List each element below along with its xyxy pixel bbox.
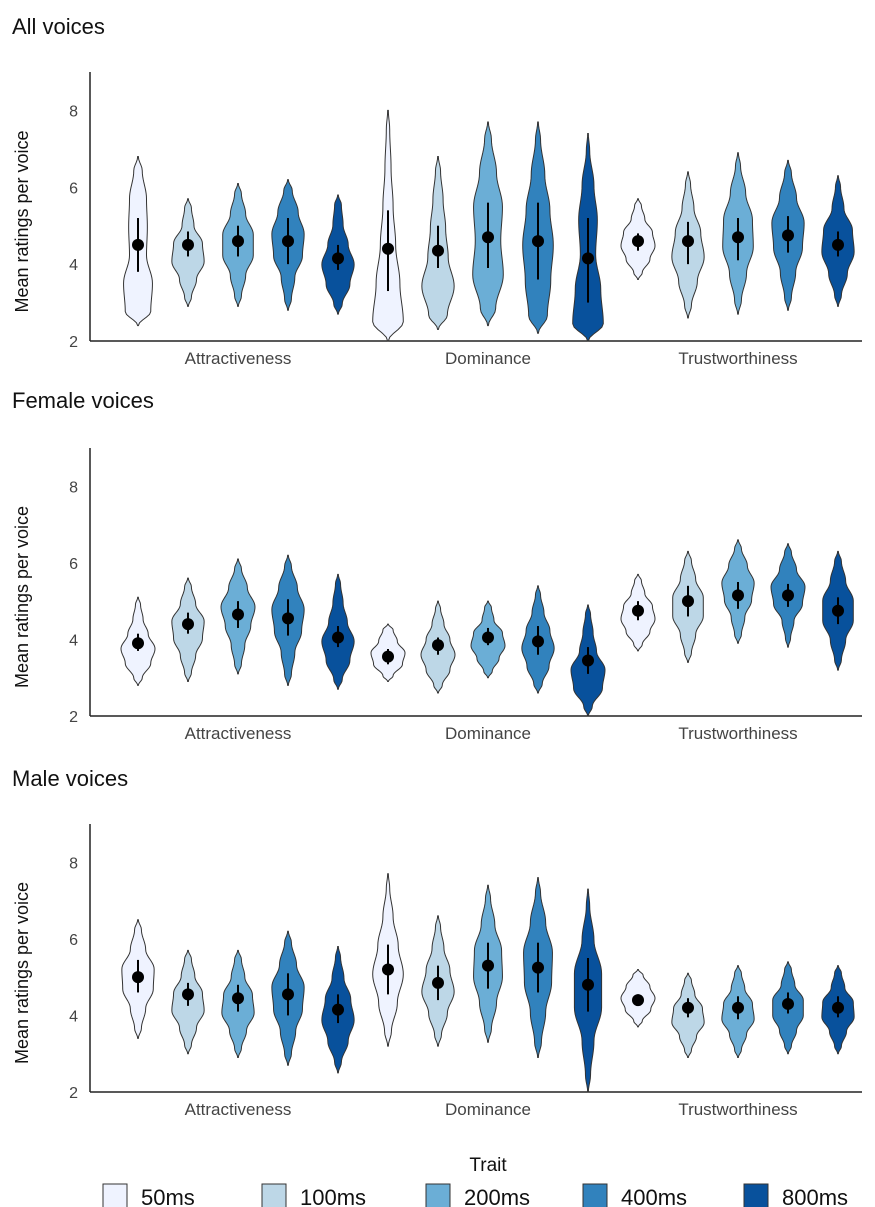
- mean-point: [332, 252, 344, 265]
- mean-point: [382, 650, 394, 663]
- panel-1: Female voices Mean ratings per voice 2 4 6 8 A…: [12, 388, 862, 743]
- mean-point: [532, 235, 544, 248]
- mean-point: [132, 971, 144, 984]
- mean-point: [732, 1001, 744, 1014]
- y-tick-label: 6: [69, 180, 78, 197]
- x-tick-label: Trustworthiness: [678, 724, 797, 743]
- mean-point: [682, 595, 694, 608]
- legend-swatch: [261, 1183, 287, 1207]
- mean-point: [832, 1001, 844, 1014]
- mean-point: [532, 635, 544, 648]
- x-tick-label: Attractiveness: [185, 1100, 292, 1119]
- mean-point: [282, 612, 294, 625]
- mean-point: [132, 238, 144, 251]
- mean-point: [482, 959, 494, 972]
- mean-point: [282, 988, 294, 1001]
- x-tick-label: Dominance: [445, 349, 531, 368]
- mean-point: [182, 988, 194, 1001]
- x-tick-label: Trustworthiness: [678, 1100, 797, 1119]
- mean-point: [432, 976, 444, 989]
- panel-0: All voices Mean ratings per voice 2 4 6 8 Attr…: [12, 14, 862, 368]
- y-tick-label: 4: [69, 1008, 78, 1025]
- legend: Trait 50ms 100ms 200ms 400ms 800ms: [102, 1155, 848, 1207]
- y-tick-label: 2: [69, 1085, 78, 1102]
- mean-point: [432, 244, 444, 257]
- mean-point: [632, 604, 644, 617]
- y-tick-label: 4: [69, 257, 78, 274]
- x-tick-label: Attractiveness: [185, 349, 292, 368]
- y-tick-label: 6: [69, 556, 78, 573]
- mean-point: [682, 1001, 694, 1014]
- legend-label: 50ms: [141, 1185, 195, 1207]
- mean-point: [332, 631, 344, 644]
- mean-point: [782, 229, 794, 242]
- y-tick-label: 8: [69, 479, 78, 496]
- mean-point: [232, 608, 244, 621]
- mean-point: [532, 961, 544, 974]
- mean-point: [232, 235, 244, 248]
- mean-point: [232, 992, 244, 1005]
- mean-point: [482, 231, 494, 244]
- y-tick-label: 6: [69, 932, 78, 949]
- y-tick-label: 8: [69, 855, 78, 872]
- legend-swatch: [102, 1183, 128, 1207]
- mean-point: [832, 238, 844, 251]
- y-axis-label: Mean ratings per voice: [12, 130, 32, 312]
- legend-title: Trait: [469, 1155, 507, 1176]
- legend-label: 400ms: [621, 1185, 687, 1207]
- mean-point: [182, 618, 194, 631]
- legend-label: 800ms: [782, 1185, 848, 1207]
- x-tick-label: Dominance: [445, 1100, 531, 1119]
- mean-point: [382, 242, 394, 255]
- mean-point: [582, 654, 594, 667]
- legend-entry: 100ms: [261, 1183, 366, 1207]
- mean-point: [782, 997, 794, 1010]
- legend-swatch: [743, 1183, 769, 1207]
- mean-point: [732, 589, 744, 602]
- panel-title: Female voices: [12, 388, 154, 413]
- mean-point: [332, 1003, 344, 1016]
- x-tick-label: Attractiveness: [185, 724, 292, 743]
- mean-point: [732, 231, 744, 244]
- y-tick-label: 4: [69, 632, 78, 649]
- legend-entry: 400ms: [582, 1183, 687, 1207]
- x-tick-label: Trustworthiness: [678, 349, 797, 368]
- legend-swatch: [425, 1183, 451, 1207]
- legend-entry: 50ms: [102, 1183, 195, 1207]
- legend-label: 200ms: [464, 1185, 530, 1207]
- y-tick-label: 2: [69, 709, 78, 726]
- panel-2: Male voices Mean ratings per voice 2 4 6 8 Att…: [12, 766, 862, 1119]
- mean-point: [682, 235, 694, 248]
- mean-point: [782, 589, 794, 602]
- panel-title: All voices: [12, 14, 105, 39]
- mean-point: [632, 994, 644, 1007]
- mean-point: [182, 238, 194, 251]
- y-axis-label: Mean ratings per voice: [12, 506, 32, 688]
- x-tick-label: Dominance: [445, 724, 531, 743]
- mean-point: [132, 637, 144, 650]
- y-tick-label: 2: [69, 334, 78, 351]
- mean-point: [482, 631, 494, 644]
- mean-point: [582, 252, 594, 265]
- legend-label: 100ms: [300, 1185, 366, 1207]
- y-axis-label: Mean ratings per voice: [12, 882, 32, 1064]
- legend-entry: 800ms: [743, 1183, 848, 1207]
- panel-title: Male voices: [12, 766, 128, 791]
- mean-point: [282, 235, 294, 248]
- mean-point: [432, 639, 444, 652]
- mean-point: [582, 978, 594, 991]
- legend-swatch: [582, 1183, 608, 1207]
- y-tick-label: 8: [69, 103, 78, 120]
- legend-entry: 200ms: [425, 1183, 530, 1207]
- mean-point: [382, 963, 394, 976]
- mean-point: [832, 604, 844, 617]
- mean-point: [632, 235, 644, 248]
